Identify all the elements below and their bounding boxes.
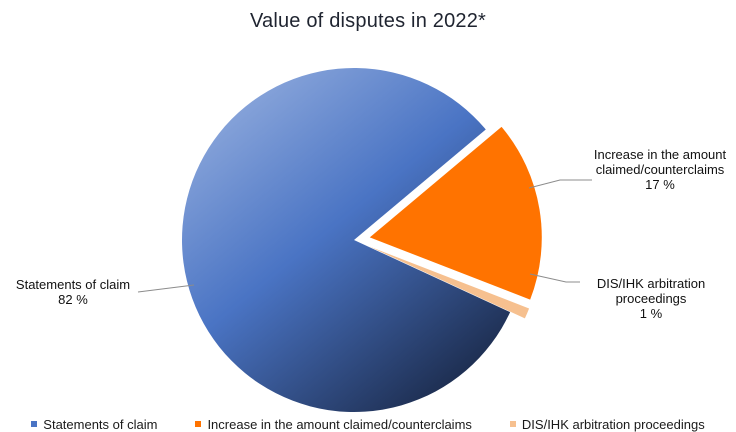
leader-line-dis [529,273,580,283]
label-statements-name: Statements of claim [16,277,130,292]
label-increase-line2: claimed/counterclaims [596,162,725,177]
legend-label-dis: DIS/IHK arbitration proceedings [521,416,705,432]
label-dis-line1: DIS/IHK arbitration [597,276,705,291]
legend-item-dis: DIS/IHK arbitration proceedings [509,416,705,432]
leader-line-statements [137,284,195,293]
pie-slice-dis [368,246,530,319]
label-increase-line1: Increase in the amount [594,147,727,162]
label-statements-value: 82 % [58,292,88,307]
pie-slice-statements [181,68,511,413]
legend-swatch-dis [509,421,516,427]
legend: Statements of claim Increase in the amou… [0,416,736,432]
pie-slice-increase [369,126,542,300]
legend-swatch-increase [195,421,202,427]
legend-label-increase: Increase in the amount claimed/countercl… [207,416,472,432]
label-dis-value: 1 % [640,306,663,321]
leader-line-increase [528,179,592,189]
chart-title: Value of disputes in 2022* [249,10,487,32]
label-dis-line2: proceedings [616,291,687,306]
legend-item-statements: Statements of claim [31,416,157,432]
legend-label-statements: Statements of claim [43,416,158,432]
legend-item-increase: Increase in the amount claimed/countercl… [195,416,472,432]
legend-swatch-statements [31,421,38,427]
label-increase-value: 17 % [645,177,675,192]
